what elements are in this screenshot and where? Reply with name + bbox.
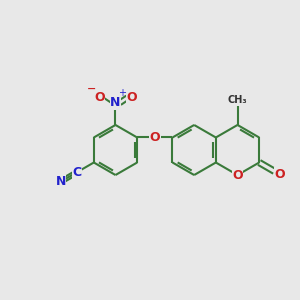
Text: O: O [126, 91, 137, 104]
Text: CH₃: CH₃ [228, 95, 247, 105]
Text: O: O [94, 91, 105, 104]
Text: O: O [274, 168, 285, 181]
Text: N: N [110, 96, 121, 110]
Text: N: N [56, 175, 66, 188]
Text: O: O [149, 131, 160, 144]
Text: −: − [86, 84, 96, 94]
Text: C: C [73, 166, 82, 178]
Text: +: + [118, 88, 126, 98]
Text: O: O [232, 169, 243, 182]
